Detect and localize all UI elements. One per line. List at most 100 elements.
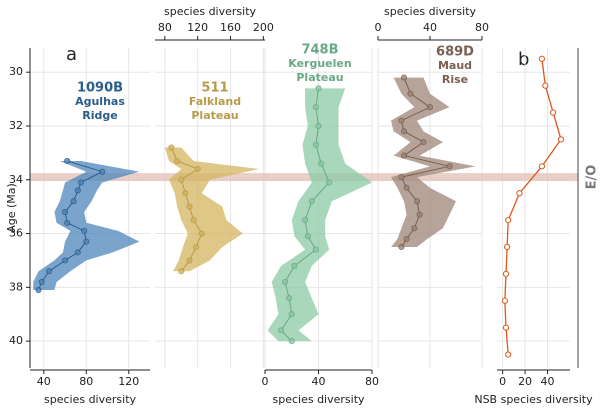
data-point	[38, 278, 45, 286]
site-name: 1090B	[77, 81, 123, 96]
x-tick-label: 40	[312, 375, 326, 388]
data-point	[505, 351, 512, 358]
data-point	[416, 211, 423, 218]
data-point	[308, 198, 315, 205]
data-point	[318, 160, 325, 167]
data-point	[550, 109, 557, 116]
data-point	[64, 157, 71, 165]
data-point	[538, 55, 546, 62]
y-tick-label: 40	[9, 334, 23, 347]
x-axis-label: species diversity	[44, 393, 137, 406]
data-point	[315, 85, 322, 92]
data-point	[61, 208, 69, 216]
data-point	[99, 168, 106, 175]
data-point	[186, 203, 193, 210]
y-tick-label: 32	[9, 119, 23, 132]
site-name: 511	[201, 81, 228, 96]
data-point	[288, 311, 295, 318]
data-point	[277, 327, 285, 334]
x-tick-label: 80	[365, 375, 379, 388]
data-point	[398, 117, 405, 124]
data-point	[326, 179, 333, 186]
data-point	[413, 198, 421, 205]
y-tick-label: 34	[9, 173, 23, 186]
data-point	[403, 184, 410, 191]
mean-line	[280, 88, 330, 342]
uncertainty-band	[33, 160, 140, 291]
x-tick-label: 120	[187, 21, 208, 34]
x-tick-label: 160	[220, 21, 241, 34]
x-tick-label: 80	[79, 375, 93, 388]
data-point	[420, 139, 427, 146]
data-point	[288, 338, 295, 345]
data-point	[190, 217, 197, 224]
data-point	[446, 163, 453, 170]
x-axis-label: species diversity	[272, 393, 365, 406]
site-location: Maud	[438, 59, 472, 72]
data-point	[542, 82, 549, 89]
data-point	[281, 278, 289, 286]
data-point	[516, 190, 523, 197]
data-point	[426, 104, 434, 111]
x-tick-label: 0	[375, 21, 382, 34]
uncertainty-band	[267, 88, 372, 342]
data-point	[198, 230, 205, 237]
mean-line	[504, 58, 562, 355]
x-tick-label: 120	[118, 375, 139, 388]
data-point	[398, 173, 405, 181]
data-point	[538, 163, 546, 170]
y-tick-label: 30	[9, 65, 23, 78]
y-tick-label: 36	[9, 227, 23, 240]
site-location: Rise	[442, 73, 468, 86]
data-point	[64, 219, 71, 226]
data-point	[505, 217, 512, 224]
x-tick-label: 0	[262, 375, 269, 388]
data-point	[502, 324, 510, 331]
site-location: Plateau	[296, 71, 343, 84]
site-location: Agulhas	[75, 95, 125, 108]
x-tick-label: 40	[37, 375, 51, 388]
x-axis-label: species diversity	[384, 5, 477, 18]
data-point	[285, 294, 293, 302]
data-point	[291, 262, 298, 269]
data-point	[182, 190, 189, 197]
x-tick-label: 80	[475, 21, 489, 34]
data-point	[194, 165, 201, 173]
x-tick-label: 0	[499, 375, 506, 388]
data-point	[178, 176, 185, 183]
data-point	[504, 243, 511, 251]
data-point	[398, 243, 405, 251]
data-point	[400, 128, 408, 135]
data-point	[70, 198, 77, 205]
data-point	[178, 268, 185, 275]
data-point	[174, 157, 181, 165]
data-point	[403, 235, 410, 243]
data-point	[502, 270, 510, 277]
x-tick-label: 200	[253, 21, 274, 34]
data-point	[407, 90, 414, 97]
site-location: Ridge	[82, 109, 117, 122]
data-point	[411, 225, 418, 232]
data-point	[46, 268, 53, 275]
data-point	[312, 141, 319, 148]
data-point	[168, 144, 175, 151]
data-point	[304, 233, 311, 240]
data-point	[83, 238, 90, 245]
data-point	[77, 179, 85, 186]
panel-letter: b	[518, 49, 529, 70]
data-point	[74, 249, 81, 256]
site-name: 748B	[301, 43, 338, 58]
x-tick-label: 40	[541, 375, 555, 388]
data-point	[186, 257, 193, 264]
y-tick-label: 38	[9, 280, 23, 293]
x-tick-label: 40	[423, 21, 437, 34]
data-point	[557, 136, 565, 143]
x-tick-label: 20	[518, 375, 532, 388]
x-axis-label: NSB species diversity	[474, 393, 593, 406]
panel-letter: a	[66, 44, 77, 65]
x-axis-label: species diversity	[164, 5, 257, 18]
data-point	[315, 122, 322, 130]
data-point	[312, 246, 319, 253]
site-location: Kerguelen	[288, 57, 351, 70]
site-location: Falkland	[189, 95, 241, 108]
